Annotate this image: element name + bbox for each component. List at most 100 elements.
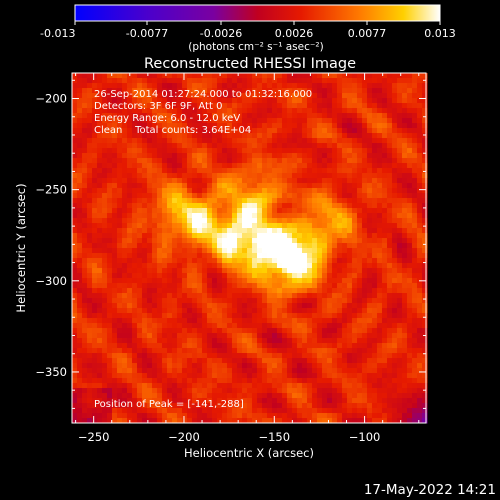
heatmap-cell	[412, 213, 418, 219]
heatmap-cell	[157, 178, 163, 184]
heatmap-cell	[107, 133, 113, 139]
heatmap-cell	[212, 413, 218, 419]
heatmap-cell	[112, 128, 118, 134]
heatmap-cell	[147, 308, 153, 314]
heatmap-cell	[97, 78, 103, 84]
heatmap-cell	[117, 73, 123, 79]
heatmap-cell	[382, 208, 388, 214]
heatmap-cell	[172, 243, 178, 249]
heatmap-cell	[382, 303, 388, 309]
heatmap-cell	[247, 213, 253, 219]
heatmap-cell	[222, 293, 228, 299]
heatmap-cell	[322, 283, 328, 289]
heatmap-cell	[137, 268, 143, 274]
heatmap-cell	[122, 113, 128, 119]
heatmap-cell	[147, 403, 153, 409]
heatmap-cell	[87, 188, 93, 194]
heatmap-cell	[342, 173, 348, 179]
heatmap-cell	[352, 268, 358, 274]
heatmap-cell	[242, 213, 248, 219]
heatmap-cell	[97, 158, 103, 164]
heatmap-cell	[347, 228, 353, 234]
heatmap-cell	[207, 93, 213, 99]
heatmap-cell	[407, 243, 413, 249]
heatmap-cell	[347, 398, 353, 404]
heatmap-cell	[207, 348, 213, 354]
heatmap-cell	[367, 78, 373, 84]
heatmap-cell	[282, 373, 288, 379]
heatmap-cell	[317, 398, 323, 404]
heatmap-cell	[407, 163, 413, 169]
heatmap-cell	[202, 238, 208, 244]
heatmap-cell	[257, 348, 263, 354]
heatmap-cell	[417, 233, 423, 239]
heatmap-cell	[242, 193, 248, 199]
heatmap-cell	[97, 418, 103, 424]
heatmap-cell	[207, 128, 213, 134]
heatmap-cell	[337, 348, 343, 354]
heatmap-cell	[342, 253, 348, 259]
heatmap-cell	[152, 403, 158, 409]
heatmap-cell	[352, 298, 358, 304]
heatmap-cell	[267, 98, 273, 104]
heatmap-cell	[257, 333, 263, 339]
heatmap-cell	[357, 288, 363, 294]
heatmap-cell	[302, 258, 308, 264]
heatmap-cell	[207, 133, 213, 139]
heatmap-cell	[312, 188, 318, 194]
heatmap-cell	[302, 143, 308, 149]
heatmap-cell	[107, 298, 113, 304]
heatmap-cell	[117, 118, 123, 124]
heatmap-cell	[87, 303, 93, 309]
heatmap-cell	[232, 138, 238, 144]
heatmap-cell	[122, 363, 128, 369]
heatmap-cell	[387, 388, 393, 394]
heatmap-cell	[312, 333, 318, 339]
heatmap-cell	[217, 353, 223, 359]
heatmap-cell	[72, 273, 78, 279]
heatmap-cell	[332, 308, 338, 314]
heatmap-cell	[352, 138, 358, 144]
heatmap-cell	[152, 158, 158, 164]
heatmap-cell	[372, 373, 378, 379]
heatmap-cell	[347, 268, 353, 274]
heatmap-cell	[137, 383, 143, 389]
heatmap-cell	[142, 223, 148, 229]
heatmap-cell	[232, 198, 238, 204]
heatmap-cell	[117, 248, 123, 254]
heatmap-cell	[337, 118, 343, 124]
heatmap-cell	[162, 133, 168, 139]
heatmap-cell	[192, 268, 198, 274]
heatmap-cell	[112, 408, 118, 414]
heatmap-cell	[317, 388, 323, 394]
heatmap-cell	[257, 238, 263, 244]
heatmap-cell	[132, 383, 138, 389]
heatmap-cell	[187, 408, 193, 414]
heatmap-cell	[262, 108, 268, 114]
heatmap-cell	[327, 128, 333, 134]
heatmap-cell	[247, 178, 253, 184]
heatmap-cell	[217, 413, 223, 419]
heatmap-cell	[252, 138, 258, 144]
heatmap-cell	[217, 98, 223, 104]
heatmap-cell	[352, 123, 358, 129]
heatmap-cell	[362, 253, 368, 259]
heatmap-cell	[397, 318, 403, 324]
heatmap-cell	[152, 333, 158, 339]
heatmap-cell	[302, 283, 308, 289]
heatmap-cell	[182, 148, 188, 154]
heatmap-cell	[147, 378, 153, 384]
heatmap-cell	[112, 258, 118, 264]
heatmap-cell	[242, 88, 248, 94]
heatmap-cell	[87, 408, 93, 414]
heatmap-cell	[387, 273, 393, 279]
heatmap-cell	[377, 103, 383, 109]
heatmap-cell	[207, 108, 213, 114]
heatmap-cell	[132, 208, 138, 214]
heatmap-cell	[132, 288, 138, 294]
heatmap-cell	[332, 158, 338, 164]
heatmap-cell	[77, 93, 83, 99]
heatmap-cell	[337, 273, 343, 279]
heatmap-cell	[362, 373, 368, 379]
heatmap-cell	[182, 308, 188, 314]
